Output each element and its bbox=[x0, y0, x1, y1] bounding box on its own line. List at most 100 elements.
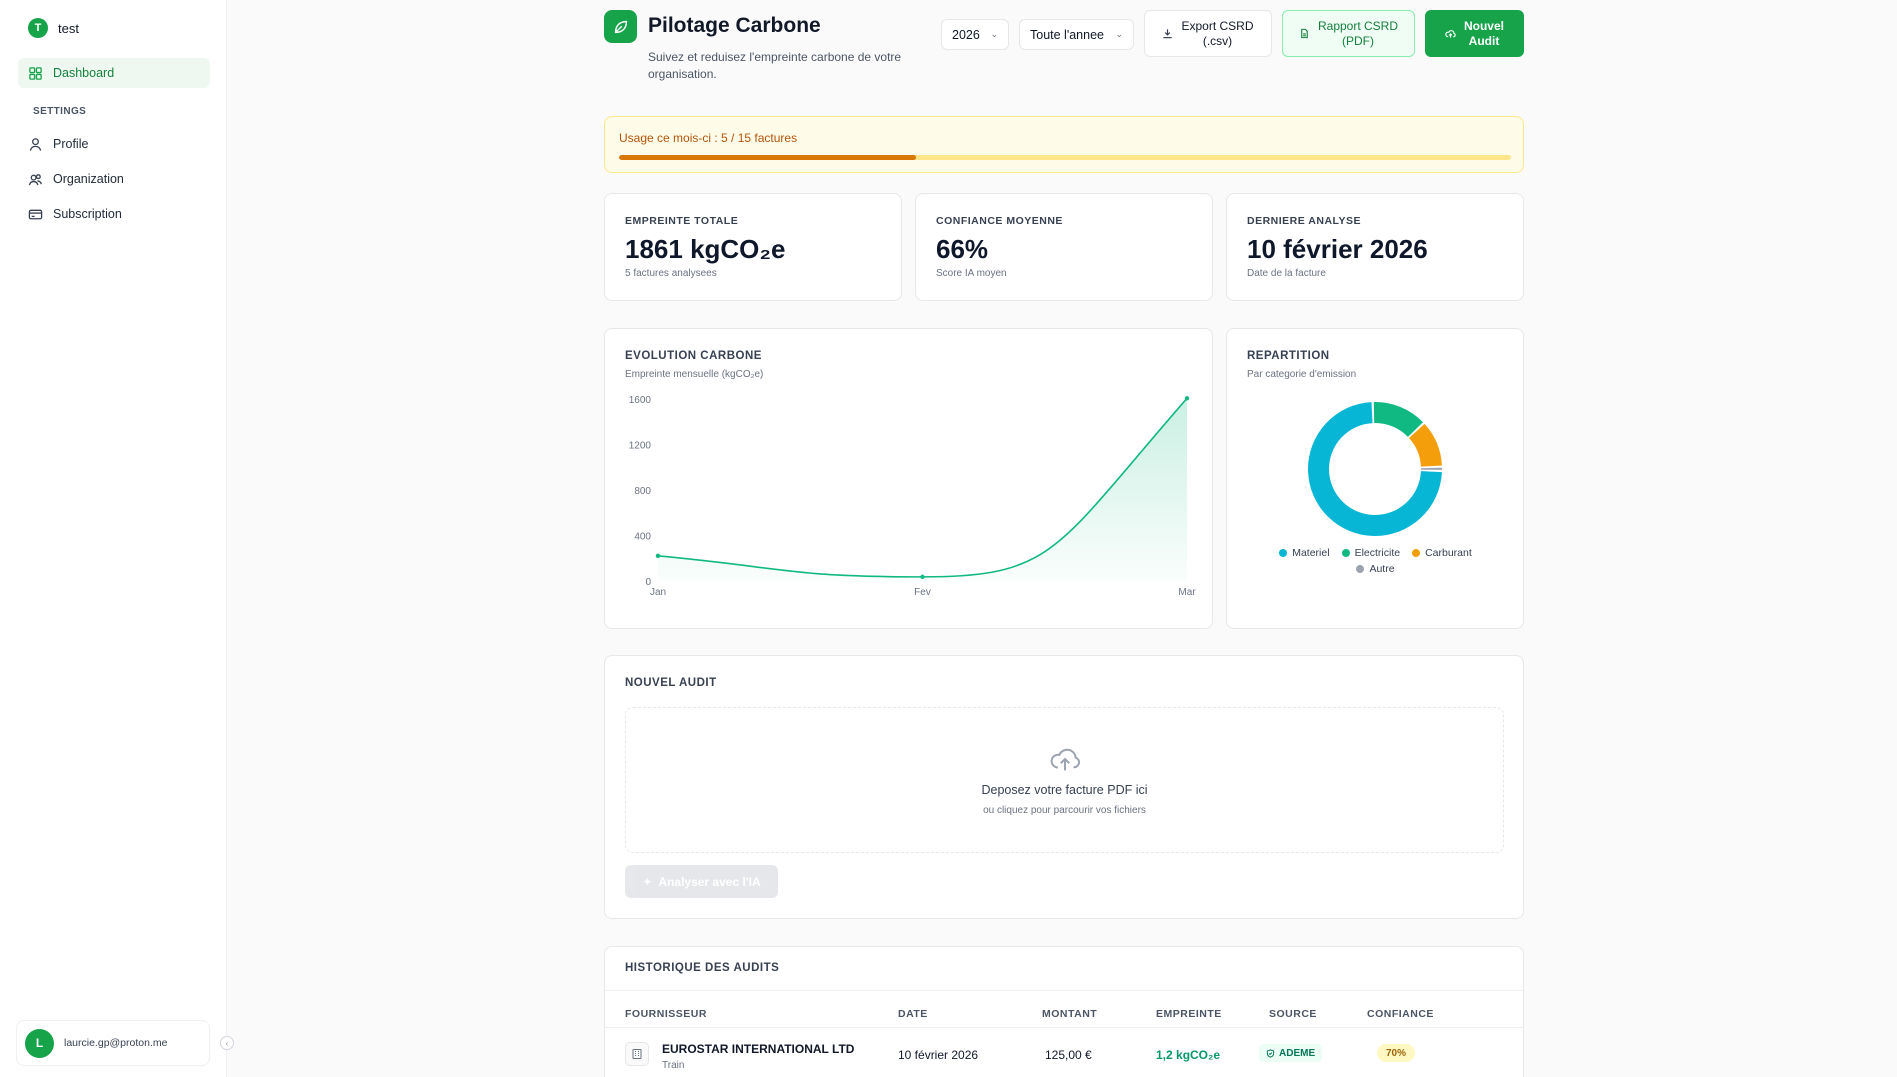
chevron-down-icon: ⌄ bbox=[990, 29, 998, 39]
section-title: NOUVEL AUDIT bbox=[625, 677, 717, 689]
sparkles-icon: ✦ bbox=[642, 874, 653, 889]
source-badge: ADEME bbox=[1259, 1044, 1323, 1062]
legend-dot bbox=[1412, 549, 1421, 557]
sidebar-item-organization[interactable]: Organization bbox=[18, 164, 210, 194]
sidebar-item-label: Subscription bbox=[53, 207, 122, 221]
export-csv-label: Export CSRD (.csv) bbox=[1181, 18, 1254, 48]
new-audit-button[interactable]: Nouvel Audit bbox=[1425, 10, 1524, 57]
kpi-label: CONFIANCE MOYENNE bbox=[936, 215, 1063, 227]
x-tick-label: Mar bbox=[1178, 587, 1196, 598]
new-audit-label: Nouvel Audit bbox=[1463, 18, 1504, 48]
pdf-dropzone[interactable]: Deposez votre facture PDF ici ou cliquez… bbox=[625, 707, 1504, 853]
period-select[interactable]: Toute l'annee ⌄ bbox=[1019, 19, 1134, 50]
kpi-card-total-footprint: EMPREINTE TOTALE 1861 kgCO₂e 5 factures … bbox=[604, 193, 902, 301]
user-email: laurcie.gp@proton.me bbox=[64, 1037, 168, 1049]
user-menu[interactable]: L laurcie.gp@proton.me bbox=[16, 1020, 210, 1066]
report-pdf-label: Rapport CSRD (PDF) bbox=[1317, 18, 1399, 48]
x-tick-label: Fev bbox=[914, 587, 931, 598]
report-pdf-button[interactable]: Rapport CSRD (PDF) bbox=[1282, 10, 1415, 57]
usage-banner: Usage ce mois-ci : 5 / 15 factures bbox=[604, 116, 1524, 173]
column-header-source: SOURCE bbox=[1269, 1008, 1317, 1020]
new-audit-card: NOUVEL AUDIT Deposez votre facture PDF i… bbox=[604, 655, 1524, 919]
upload-cloud-icon bbox=[1445, 30, 1456, 38]
donut-slice-materiel[interactable] bbox=[1308, 402, 1442, 536]
evolution-line-chart: 0 400 800 1200 1600 Jan Fev Mar bbox=[629, 395, 1197, 598]
source-badge-label: ADEME bbox=[1279, 1047, 1316, 1059]
repartition-chart-card: REPARTITION Par categorie d'emission Mat… bbox=[1226, 328, 1524, 629]
usage-text: Usage ce mois-ci : 5 / 15 factures bbox=[619, 131, 798, 145]
chevron-left-icon: ‹ bbox=[225, 1038, 229, 1048]
data-point[interactable] bbox=[655, 553, 661, 559]
download-icon bbox=[1163, 29, 1173, 39]
analyze-label: Analyser avec l'IA bbox=[658, 874, 761, 889]
collapse-sidebar-button[interactable]: ‹ bbox=[220, 1036, 234, 1050]
kpi-card-last-analysis: DERNIERE ANALYSE 10 février 2026 Date de… bbox=[1226, 193, 1524, 301]
column-header-supplier: FOURNISSEUR bbox=[625, 1008, 707, 1020]
dropzone-title: Deposez votre facture PDF ici bbox=[981, 783, 1148, 797]
page-title: Pilotage Carbone bbox=[648, 14, 821, 37]
donut-slice-autre[interactable] bbox=[1420, 467, 1442, 470]
org-avatar: T bbox=[28, 18, 48, 38]
sidebar: T test Dashboard SETTINGS Profile Organi… bbox=[0, 0, 227, 1077]
sidebar-item-subscription[interactable]: Subscription bbox=[18, 199, 210, 229]
year-select-value: 2026 bbox=[952, 27, 980, 42]
avatar: L bbox=[25, 1028, 54, 1058]
y-tick-label: 1600 bbox=[629, 395, 652, 406]
usage-progress-track bbox=[619, 155, 1511, 160]
kpi-value: 1861 kgCO₂e bbox=[625, 234, 786, 264]
legend-item-electricite: Electricite bbox=[1341, 547, 1400, 559]
analyze-ai-button[interactable]: ✦ Analyser avec l'IA bbox=[625, 865, 778, 898]
chart-title: EVOLUTION CARBONE bbox=[625, 350, 762, 362]
supplier-category: Train bbox=[662, 1060, 685, 1071]
repartition-donut-chart bbox=[1308, 402, 1442, 536]
chart-title: REPARTITION bbox=[1247, 350, 1330, 362]
upload-cloud-icon bbox=[1050, 748, 1080, 771]
chart-legend-row2: Autre bbox=[1227, 563, 1524, 575]
donut-slice-carburant[interactable] bbox=[1409, 423, 1442, 467]
audit-history-card: HISTORIQUE DES AUDITS FOURNISSEUR DATE M… bbox=[604, 946, 1524, 1077]
legend-dot bbox=[1279, 549, 1288, 557]
data-point[interactable] bbox=[1184, 396, 1190, 401]
supplier-name: EUROSTAR INTERNATIONAL LTD bbox=[662, 1042, 855, 1056]
chart-subtitle: Empreinte mensuelle (kgCO₂e) bbox=[625, 369, 764, 380]
export-csv-button[interactable]: Export CSRD (.csv) bbox=[1144, 10, 1272, 57]
chart-legend: Materiel Electricite Carburant bbox=[1227, 547, 1524, 559]
users-icon bbox=[28, 173, 42, 185]
org-switcher[interactable]: T test bbox=[28, 18, 79, 38]
kpi-value: 10 février 2026 bbox=[1247, 234, 1428, 264]
sidebar-item-profile[interactable]: Profile bbox=[18, 129, 210, 159]
kpi-sub: Date de la facture bbox=[1247, 268, 1326, 279]
kpi-card-avg-confidence: CONFIANCE MOYENNE 66% Score IA moyen bbox=[915, 193, 1213, 301]
column-header-date: DATE bbox=[898, 1008, 928, 1020]
credit-card-icon bbox=[28, 209, 43, 219]
user-icon bbox=[29, 137, 42, 151]
legend-item-materiel: Materiel bbox=[1279, 547, 1330, 559]
column-header-amount: MONTANT bbox=[1042, 1008, 1098, 1020]
legend-dot bbox=[1356, 565, 1365, 573]
kpi-value: 66% bbox=[936, 234, 989, 264]
y-tick-label: 800 bbox=[634, 486, 651, 497]
leaf-logo-icon bbox=[604, 10, 637, 43]
donut-slice-electricite[interactable] bbox=[1373, 402, 1423, 437]
sidebar-item-dashboard[interactable]: Dashboard bbox=[18, 58, 210, 88]
audit-footprint: 1,2 kgCO₂e bbox=[1156, 1048, 1221, 1062]
file-text-icon bbox=[1301, 28, 1308, 39]
usage-progress-fill bbox=[619, 155, 917, 160]
confidence-badge: 70% bbox=[1377, 1044, 1416, 1062]
sidebar-item-label: Organization bbox=[53, 172, 124, 186]
sidebar-item-label: Profile bbox=[53, 137, 89, 151]
column-header-footprint: EMPREINTE bbox=[1156, 1008, 1222, 1020]
y-tick-label: 1200 bbox=[629, 441, 652, 452]
grid-icon bbox=[29, 66, 42, 80]
chart-subtitle: Par categorie d'emission bbox=[1247, 369, 1357, 380]
kpi-label: DERNIERE ANALYSE bbox=[1247, 215, 1361, 227]
data-point[interactable] bbox=[920, 574, 925, 580]
shield-check-icon bbox=[1266, 1048, 1275, 1058]
sidebar-item-label: Dashboard bbox=[53, 66, 115, 80]
evolution-chart-card: EVOLUTION CARBONE Empreinte mensuelle (k… bbox=[604, 328, 1213, 629]
legend-item-carburant: Carburant bbox=[1412, 547, 1472, 559]
legend-dot bbox=[1341, 549, 1350, 557]
divider bbox=[605, 990, 1523, 991]
year-select[interactable]: 2026 ⌄ bbox=[941, 19, 1009, 50]
settings-section-header: SETTINGS bbox=[33, 106, 87, 117]
